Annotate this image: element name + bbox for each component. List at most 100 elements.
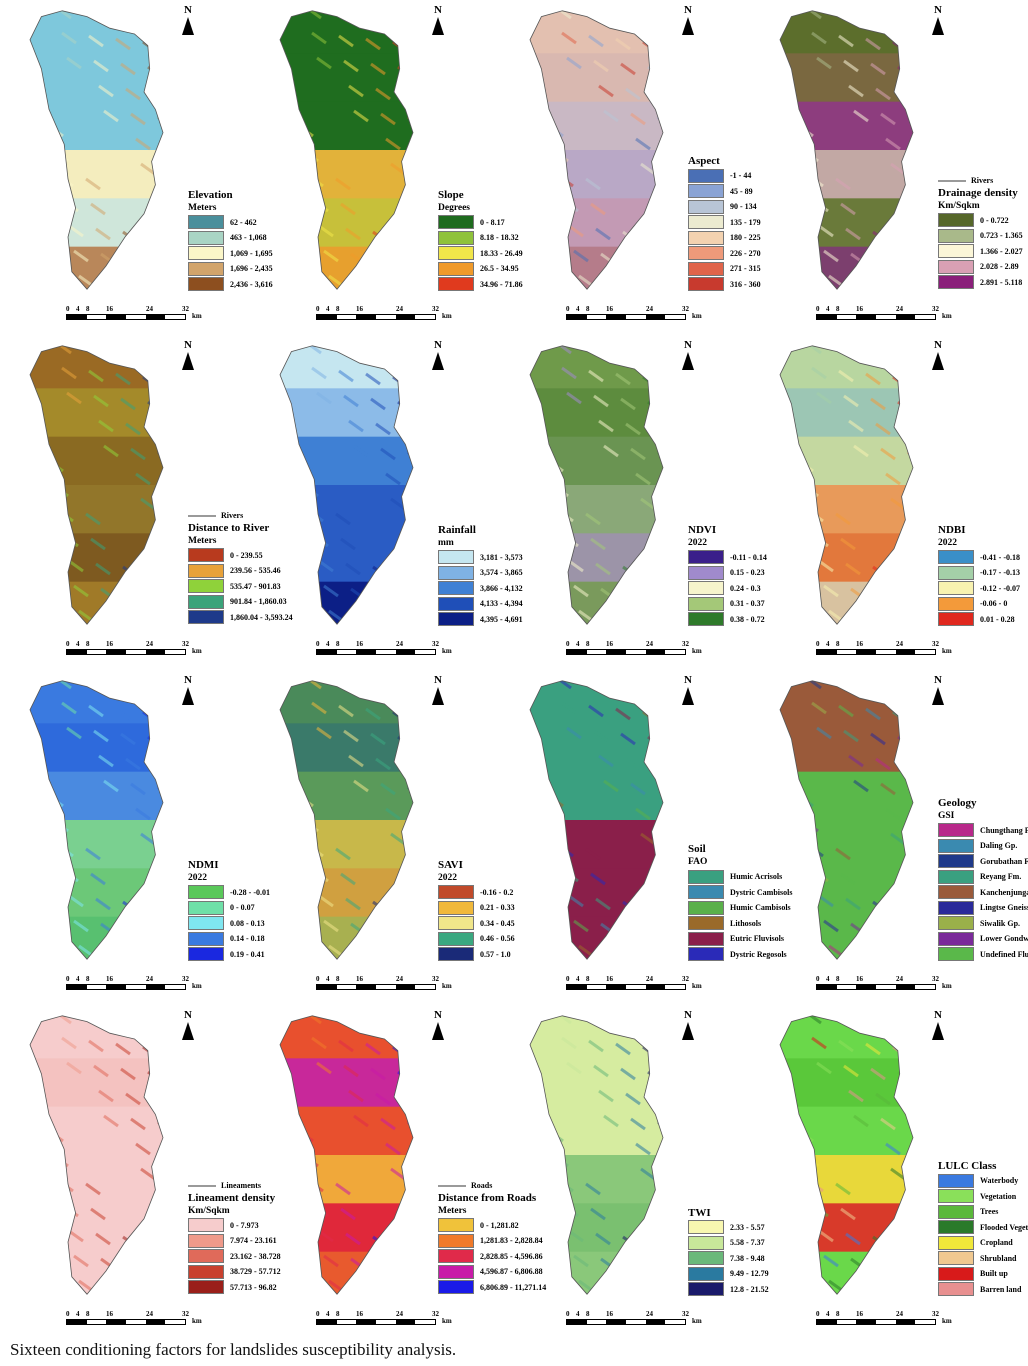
map-texture <box>180 430 194 440</box>
map-texture <box>380 112 396 126</box>
legend-label: -1 - 44 <box>730 171 752 181</box>
legend-swatch <box>188 947 224 962</box>
map-texture <box>668 837 682 847</box>
map-texture <box>556 345 572 355</box>
map-texture <box>36 866 52 880</box>
scale-tick: 16 <box>106 305 113 313</box>
legend-item: 45 - 89 <box>688 184 761 200</box>
scale-bar: 0 4 8 16 24 32 km <box>66 975 202 990</box>
map-texture <box>637 685 653 699</box>
legend-line-drainage: Rivers <box>938 175 1023 187</box>
map-texture <box>382 615 398 625</box>
scale-tick: 8 <box>586 975 590 983</box>
legend-swatch <box>938 885 974 900</box>
map-texture <box>702 408 716 418</box>
legend-label: 0.14 - 0.18 <box>230 934 265 944</box>
map-texture <box>652 425 663 439</box>
map-texture <box>801 941 817 955</box>
map-texture <box>647 400 663 414</box>
legend-title: TWI <box>688 1206 711 1219</box>
map-texture <box>147 1070 163 1084</box>
map-texture <box>423 1197 437 1207</box>
map-texture <box>717 1153 731 1163</box>
legend-item: 23.162 - 38.728 <box>188 1249 281 1265</box>
legend-title: Geology <box>938 796 977 809</box>
map-texture <box>945 505 959 515</box>
map-texture <box>390 497 406 511</box>
legend-swatch <box>188 563 224 578</box>
map-texture <box>541 891 557 905</box>
legend-swatch <box>688 184 724 199</box>
legend-swatch <box>438 261 474 276</box>
map-texture <box>918 837 932 847</box>
scale-tick: 24 <box>896 1310 903 1318</box>
scale-tick: 32 <box>182 640 189 648</box>
map-texture <box>818 1229 834 1243</box>
legend-swatch <box>438 1233 474 1248</box>
legend-swatch <box>688 612 724 627</box>
legend-ndvi: NDVI 2022 -0.11 - 0.14 0.15 - 0.23 0.24 - 0.… <box>688 524 767 628</box>
map-texture <box>375 87 391 101</box>
map-texture <box>561 701 577 715</box>
legend-swatch <box>438 885 474 900</box>
legend-label: Humic Acrisols <box>730 872 783 882</box>
legend-item: Lower Gondwana Gp. <box>938 931 1028 947</box>
map-texture <box>786 531 802 545</box>
map-texture <box>897 1070 913 1084</box>
legend-swatch <box>938 947 974 962</box>
legend-label: 1,281.83 - 2,828.84 <box>480 1236 543 1246</box>
map-texture <box>816 1061 832 1075</box>
legend-swatch <box>438 1280 474 1295</box>
map-texture <box>435 120 449 130</box>
map-texture <box>923 192 937 202</box>
map-texture <box>595 1232 611 1246</box>
map-panel-ndbi: N NDBI 2022 -0.41 - -0.18 -0.17 - -0.13 -0.12… <box>770 335 1020 665</box>
map-texture <box>462 1128 476 1138</box>
legend-swatch <box>938 565 974 580</box>
legend-item: Reyang Fm. <box>938 869 1028 885</box>
map-texture <box>212 793 226 803</box>
map-texture <box>835 847 851 861</box>
map-texture <box>885 137 901 151</box>
legend-swatch <box>688 596 724 611</box>
legend-swatch <box>688 947 724 962</box>
map-texture <box>780 680 795 687</box>
legend-line-roads: Roads <box>438 1180 546 1192</box>
legend-subtitle: 2022 <box>438 872 457 883</box>
map-texture <box>103 444 119 458</box>
map-texture <box>598 754 614 768</box>
map-texture <box>877 255 893 269</box>
map-texture <box>637 350 653 364</box>
legend-swatch <box>938 244 974 259</box>
map-texture <box>365 1042 381 1056</box>
legend-label: 239.56 - 535.46 <box>230 566 281 576</box>
map-texture <box>593 1064 609 1078</box>
map-texture <box>531 1176 547 1190</box>
legend-label: 12.8 - 21.52 <box>730 1284 769 1294</box>
map-texture <box>370 62 386 76</box>
legend-title: LULC Class <box>938 1160 997 1172</box>
legend-label: 26.5 - 34.95 <box>480 264 519 274</box>
scale-tick: 0 <box>316 305 320 313</box>
legend-item: 90 - 134 <box>688 199 761 215</box>
scale-tick: 24 <box>896 305 903 313</box>
legend-swatch <box>438 900 474 915</box>
map-texture <box>816 726 832 740</box>
map-texture <box>370 732 386 746</box>
map-texture <box>132 280 148 290</box>
scale-tick: 4 <box>326 975 330 983</box>
map-texture <box>843 394 859 408</box>
map-texture <box>462 458 476 468</box>
legend-label: 0 - 239.55 <box>230 550 263 560</box>
legend-label: -0.12 - -0.07 <box>980 583 1020 593</box>
map-texture <box>207 98 221 108</box>
map-texture <box>311 31 327 45</box>
map-texture <box>73 249 89 263</box>
map-texture <box>673 192 687 202</box>
legend-label: Lower Gondwana Gp. <box>980 934 1028 944</box>
scale-bar: 0 4 8 16 24 32 km <box>816 975 952 990</box>
map-texture <box>670 380 684 390</box>
map-texture <box>588 704 604 718</box>
legend-swatch <box>188 1249 224 1264</box>
legend-swatch <box>688 1266 724 1281</box>
